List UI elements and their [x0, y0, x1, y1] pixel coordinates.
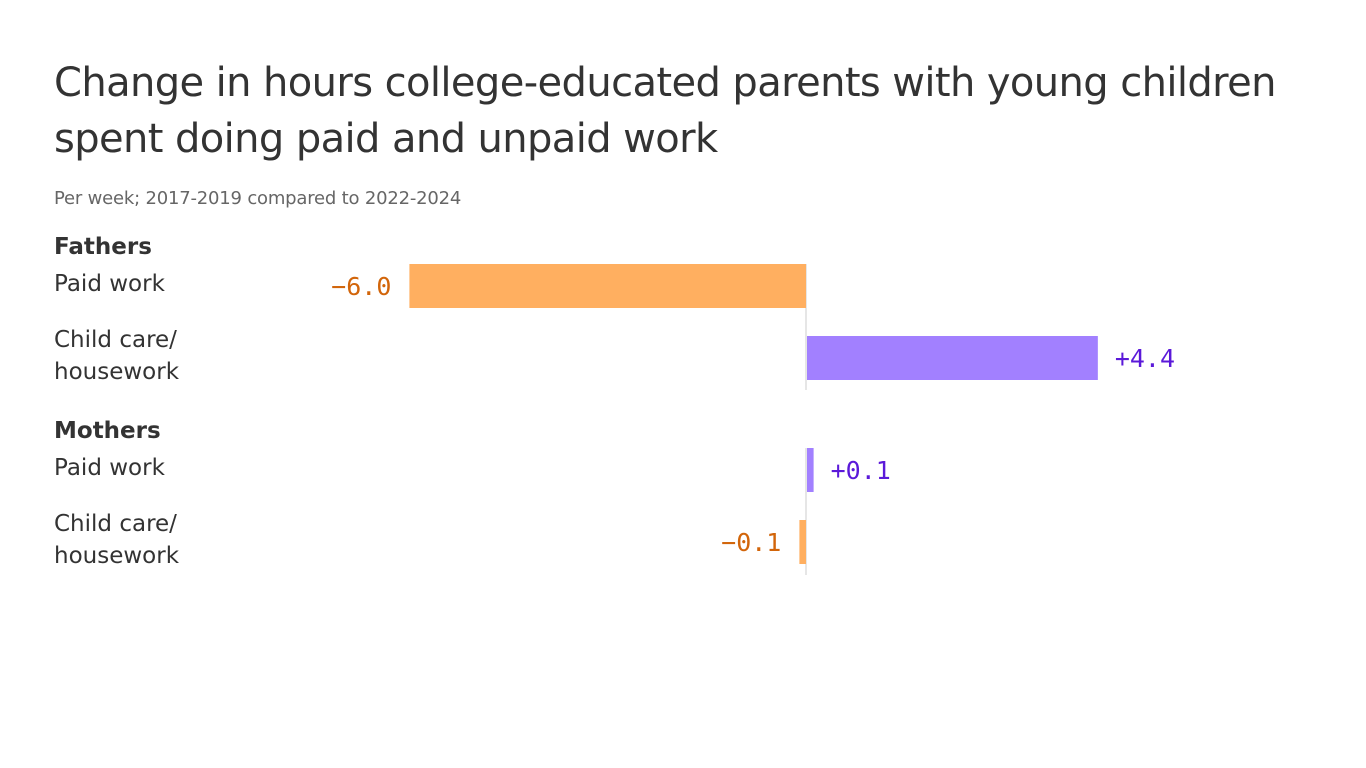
value-label-mothers-paid-work: +0.1 — [831, 456, 891, 485]
row-label-mothers-child-care: Child care/ housework — [54, 511, 180, 569]
bar-fathers-child-care — [807, 336, 1098, 380]
bar-mothers-paid-work — [807, 448, 814, 492]
value-label-fathers-child-care: +4.4 — [1115, 344, 1175, 373]
bar-mothers-child-care — [799, 520, 806, 564]
bar-fathers-paid-work — [409, 264, 806, 308]
row-label-mothers-paid-work: Paid work — [54, 455, 165, 481]
chart-title: Change in hours college-educated parents… — [54, 60, 1277, 162]
group-label-fathers: Fathers — [54, 234, 152, 260]
row-label-fathers-child-care: Child care/ housework — [54, 327, 180, 385]
row-label-fathers-paid-work: Paid work — [54, 271, 165, 297]
group-label-mothers: Mothers — [54, 418, 161, 444]
value-label-mothers-child-care: −0.1 — [721, 528, 781, 557]
chart-subtitle: Per week; 2017-2019 compared to 2022-202… — [54, 188, 462, 209]
value-label-fathers-paid-work: −6.0 — [331, 272, 391, 301]
